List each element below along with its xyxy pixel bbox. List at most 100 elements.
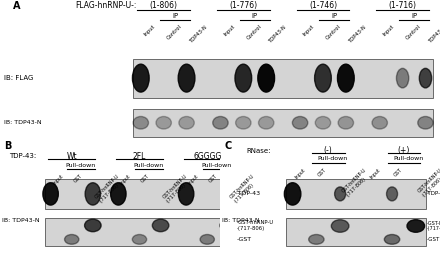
Text: GST-hnRNP-U
-(717-806): GST-hnRNP-U -(717-806)	[417, 167, 440, 198]
Ellipse shape	[259, 117, 274, 129]
Bar	[286, 218, 426, 246]
Text: Pull-down: Pull-down	[201, 163, 231, 168]
Ellipse shape	[337, 64, 354, 92]
Text: -TDP-43: -TDP-43	[237, 191, 261, 196]
Ellipse shape	[315, 117, 331, 129]
Ellipse shape	[315, 64, 331, 92]
Ellipse shape	[419, 68, 432, 88]
Text: -GST-hnRNP-U
-(717-806): -GST-hnRNP-U -(717-806)	[237, 220, 274, 231]
Ellipse shape	[179, 183, 194, 205]
Ellipse shape	[132, 64, 149, 92]
Text: GST: GST	[140, 173, 151, 184]
Ellipse shape	[331, 220, 349, 232]
Text: Control: Control	[325, 24, 342, 41]
Ellipse shape	[407, 220, 425, 232]
Text: IP: IP	[172, 13, 178, 19]
Text: Input: Input	[119, 173, 132, 186]
Text: -GST-hnRNP-U
-(717-806): -GST-hnRNP-U -(717-806)	[427, 221, 440, 231]
Text: GST: GST	[317, 167, 328, 178]
Ellipse shape	[235, 64, 252, 92]
Ellipse shape	[65, 234, 79, 244]
Text: -TDP-43-wt: -TDP-43-wt	[427, 191, 440, 196]
Ellipse shape	[152, 219, 169, 232]
Bar	[286, 179, 426, 209]
Text: IB: FLAG: IB: FLAG	[4, 75, 34, 81]
Ellipse shape	[258, 64, 275, 92]
Text: IP: IP	[411, 13, 417, 19]
Text: RNase:: RNase:	[246, 148, 271, 154]
Text: Input: Input	[143, 24, 156, 37]
Text: Control: Control	[166, 24, 183, 41]
Ellipse shape	[338, 117, 354, 129]
Text: GST-hnRNP-U
-(717-806): GST-hnRNP-U -(717-806)	[94, 173, 125, 204]
Ellipse shape	[133, 117, 148, 129]
Text: GST: GST	[73, 173, 83, 184]
Text: TDP43-N: TDP43-N	[189, 24, 209, 43]
Text: Input: Input	[51, 173, 64, 186]
Ellipse shape	[385, 234, 400, 244]
Ellipse shape	[396, 68, 409, 88]
Text: (1-746): (1-746)	[309, 1, 337, 10]
Text: Input: Input	[187, 173, 200, 186]
Text: 2FL: 2FL	[133, 152, 146, 161]
Ellipse shape	[418, 117, 433, 129]
Text: TDP43-N: TDP43-N	[428, 24, 440, 43]
Ellipse shape	[111, 183, 126, 205]
Text: -GST: -GST	[237, 237, 252, 242]
Text: GST: GST	[208, 173, 219, 184]
Text: Control: Control	[405, 24, 422, 41]
Text: Pull-down: Pull-down	[393, 156, 423, 161]
Text: (1-806): (1-806)	[150, 1, 178, 10]
Text: Wt: Wt	[66, 152, 77, 161]
Text: FLAG-hnRNP-U-:: FLAG-hnRNP-U-:	[75, 1, 136, 10]
Text: (1-776): (1-776)	[229, 1, 257, 10]
Text: Input: Input	[369, 167, 382, 180]
Bar	[133, 59, 433, 98]
Bar	[133, 109, 433, 137]
Ellipse shape	[200, 234, 214, 244]
Ellipse shape	[292, 117, 308, 129]
Text: GST-hnRNP-U
-(717-806): GST-hnRNP-U -(717-806)	[161, 173, 192, 204]
Text: (-): (-)	[324, 146, 333, 155]
Ellipse shape	[236, 117, 251, 129]
Ellipse shape	[43, 183, 58, 205]
Text: IB: TDP43-N: IB: TDP43-N	[4, 120, 42, 125]
Bar	[45, 218, 236, 246]
Text: 6GGGG: 6GGGG	[193, 152, 221, 161]
Text: IP: IP	[331, 13, 337, 19]
Text: Control: Control	[246, 24, 263, 41]
Bar	[45, 179, 236, 209]
Ellipse shape	[335, 187, 346, 201]
Text: IB: TDP43-N: IB: TDP43-N	[2, 218, 40, 223]
Ellipse shape	[156, 117, 171, 129]
Text: Input: Input	[382, 24, 395, 37]
Text: B: B	[4, 141, 12, 151]
Text: A: A	[13, 1, 21, 11]
Ellipse shape	[84, 219, 101, 232]
Text: GST-hnRNP-U
-(717-806): GST-hnRNP-U -(717-806)	[341, 167, 372, 198]
Ellipse shape	[179, 117, 194, 129]
Text: Input: Input	[293, 167, 306, 180]
Text: Input: Input	[223, 24, 236, 37]
Text: GST-hnRNP-U
-(717-806): GST-hnRNP-U -(717-806)	[229, 173, 260, 204]
Ellipse shape	[178, 64, 195, 92]
Ellipse shape	[284, 183, 301, 205]
Ellipse shape	[387, 187, 398, 201]
Text: Input: Input	[302, 24, 315, 37]
Ellipse shape	[309, 234, 324, 244]
Ellipse shape	[372, 117, 388, 129]
Text: (+): (+)	[398, 146, 410, 155]
Text: TDP-43:: TDP-43:	[9, 153, 36, 160]
Text: IP: IP	[252, 13, 258, 19]
Text: GST: GST	[393, 167, 403, 178]
Text: C: C	[224, 141, 231, 151]
Text: (1-716): (1-716)	[389, 1, 417, 10]
Text: -GST: -GST	[427, 237, 440, 242]
Text: IB: TDP43-N: IB: TDP43-N	[222, 218, 260, 223]
Ellipse shape	[132, 234, 147, 244]
Text: Pull-down: Pull-down	[318, 156, 348, 161]
Text: Pull-down: Pull-down	[66, 163, 95, 168]
Text: TDP43-N: TDP43-N	[268, 24, 288, 43]
Ellipse shape	[85, 183, 101, 205]
Text: Pull-down: Pull-down	[133, 163, 163, 168]
